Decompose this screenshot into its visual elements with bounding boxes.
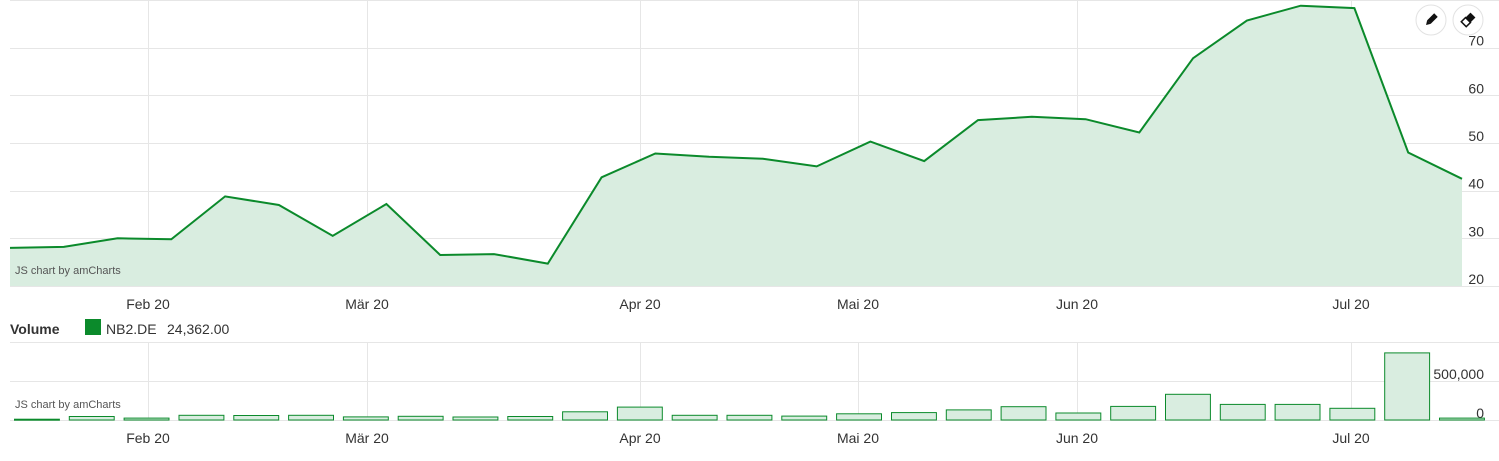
- volume-bar: [1385, 353, 1430, 420]
- volume-bar: [15, 419, 60, 420]
- volume-bar: [617, 407, 662, 420]
- volume-watermark: JS chart by amCharts: [15, 399, 121, 411]
- price-y-tick-label: 20: [1468, 271, 1484, 287]
- volume-bar: [837, 414, 882, 420]
- volume-x-tick-label: Jul 20: [1332, 430, 1370, 446]
- price-y-tick-label: 60: [1468, 80, 1484, 96]
- volume-y-tick-label: 500,000: [1433, 366, 1484, 382]
- volume-bar: [672, 415, 717, 420]
- price-y-tick-label: 40: [1468, 176, 1484, 192]
- volume-bars: [15, 353, 1485, 420]
- volume-bar: [179, 415, 224, 420]
- volume-bar: [124, 418, 169, 420]
- price-x-tick-label: Feb 20: [126, 296, 170, 312]
- legend-swatch: [85, 319, 101, 335]
- volume-x-axis: Feb 20 Mär 20 Apr 20 Mai 20 Jun 20 Jul 20: [126, 430, 1370, 446]
- volume-bar: [453, 417, 498, 420]
- volume-bar: [1166, 394, 1211, 420]
- price-y-tick-label: 30: [1468, 223, 1484, 239]
- draw-button[interactable]: [1416, 5, 1446, 35]
- price-y-tick-label: 50: [1468, 128, 1484, 144]
- price-x-tick-label: Apr 20: [619, 296, 660, 312]
- legend-series-name: NB2.DE: [106, 321, 157, 337]
- volume-bar: [1001, 407, 1046, 420]
- price-x-tick-label: Jul 20: [1332, 296, 1370, 312]
- price-x-axis: Feb 20 Mär 20 Apr 20 Mai 20 Jun 20 Jul 20: [126, 296, 1370, 312]
- price-x-tick-label: Mär 20: [345, 296, 389, 312]
- volume-bar: [343, 417, 388, 420]
- price-x-tick-label: Jun 20: [1056, 296, 1098, 312]
- volume-y-axis: 0 500,000: [1433, 366, 1484, 421]
- volume-legend: Volume NB2.DE 24,362.00: [10, 319, 229, 337]
- volume-bar: [1056, 413, 1101, 420]
- volume-bar: [563, 412, 608, 420]
- volume-bar: [1111, 406, 1156, 420]
- volume-bar: [69, 417, 114, 421]
- volume-x-tick-label: Jun 20: [1056, 430, 1098, 446]
- chart-toolbar: [1416, 5, 1483, 35]
- volume-bar: [946, 410, 991, 420]
- volume-bar: [1275, 404, 1320, 420]
- price-watermark: JS chart by amCharts: [15, 265, 121, 277]
- volume-y-tick-label: 0: [1476, 405, 1484, 421]
- volume-bar: [727, 415, 772, 420]
- volume-bar: [892, 413, 937, 420]
- volume-x-tick-label: Apr 20: [619, 430, 660, 446]
- price-area-fill: [10, 6, 1462, 286]
- volume-bar: [782, 416, 827, 420]
- legend-series-value: 24,362.00: [167, 321, 229, 337]
- volume-bar: [508, 417, 553, 421]
- erase-button[interactable]: [1453, 5, 1483, 35]
- price-area: [10, 6, 1462, 286]
- volume-bar: [1330, 408, 1375, 420]
- volume-bar: [1220, 404, 1265, 420]
- volume-bar: [398, 416, 443, 420]
- volume-x-tick-label: Mai 20: [837, 430, 879, 446]
- volume-bar: [234, 416, 279, 421]
- volume-bar: [289, 415, 334, 420]
- volume-title: Volume: [10, 321, 60, 337]
- price-x-tick-label: Mai 20: [837, 296, 879, 312]
- volume-x-tick-label: Feb 20: [126, 430, 170, 446]
- volume-x-tick-label: Mär 20: [345, 430, 389, 446]
- volume-panel: 0 500,000 Feb 20 Mär 20 Apr 20 Mai 20 Jun 20 J…: [10, 342, 1499, 446]
